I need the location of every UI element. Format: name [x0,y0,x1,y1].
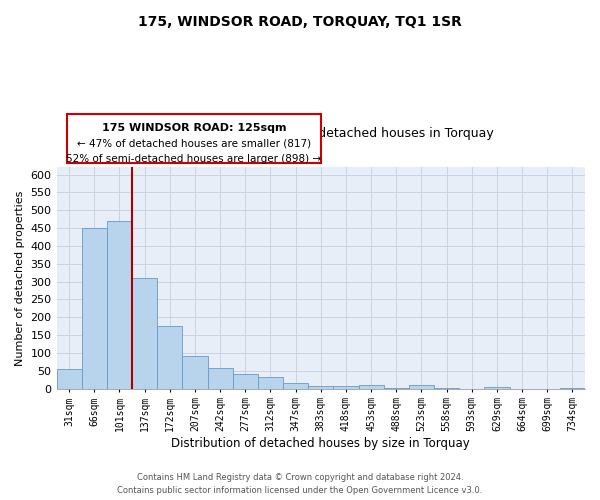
Bar [56,369,82,388]
Title: Size of property relative to detached houses in Torquay: Size of property relative to detached ho… [148,127,494,140]
Text: 52% of semi-detached houses are larger (898) →: 52% of semi-detached houses are larger (… [67,154,322,164]
Bar [308,386,334,388]
Bar [484,387,509,388]
Bar [82,228,107,388]
Text: ← 47% of detached houses are smaller (817): ← 47% of detached houses are smaller (81… [77,138,311,148]
Bar [258,377,283,388]
Bar [334,386,359,388]
Bar [132,278,157,388]
X-axis label: Distribution of detached houses by size in Torquay: Distribution of detached houses by size … [172,437,470,450]
Text: Contains HM Land Registry data © Crown copyright and database right 2024.
Contai: Contains HM Land Registry data © Crown c… [118,474,482,495]
FancyBboxPatch shape [67,114,321,163]
Bar [208,368,233,388]
Bar [182,356,208,388]
Bar [157,326,182,388]
Text: 175, WINDSOR ROAD, TORQUAY, TQ1 1SR: 175, WINDSOR ROAD, TORQUAY, TQ1 1SR [138,15,462,29]
Bar [107,221,132,388]
Text: 175 WINDSOR ROAD: 125sqm: 175 WINDSOR ROAD: 125sqm [101,123,286,133]
Bar [283,383,308,388]
Bar [409,386,434,388]
Y-axis label: Number of detached properties: Number of detached properties [15,190,25,366]
Bar [359,385,383,388]
Bar [233,374,258,388]
